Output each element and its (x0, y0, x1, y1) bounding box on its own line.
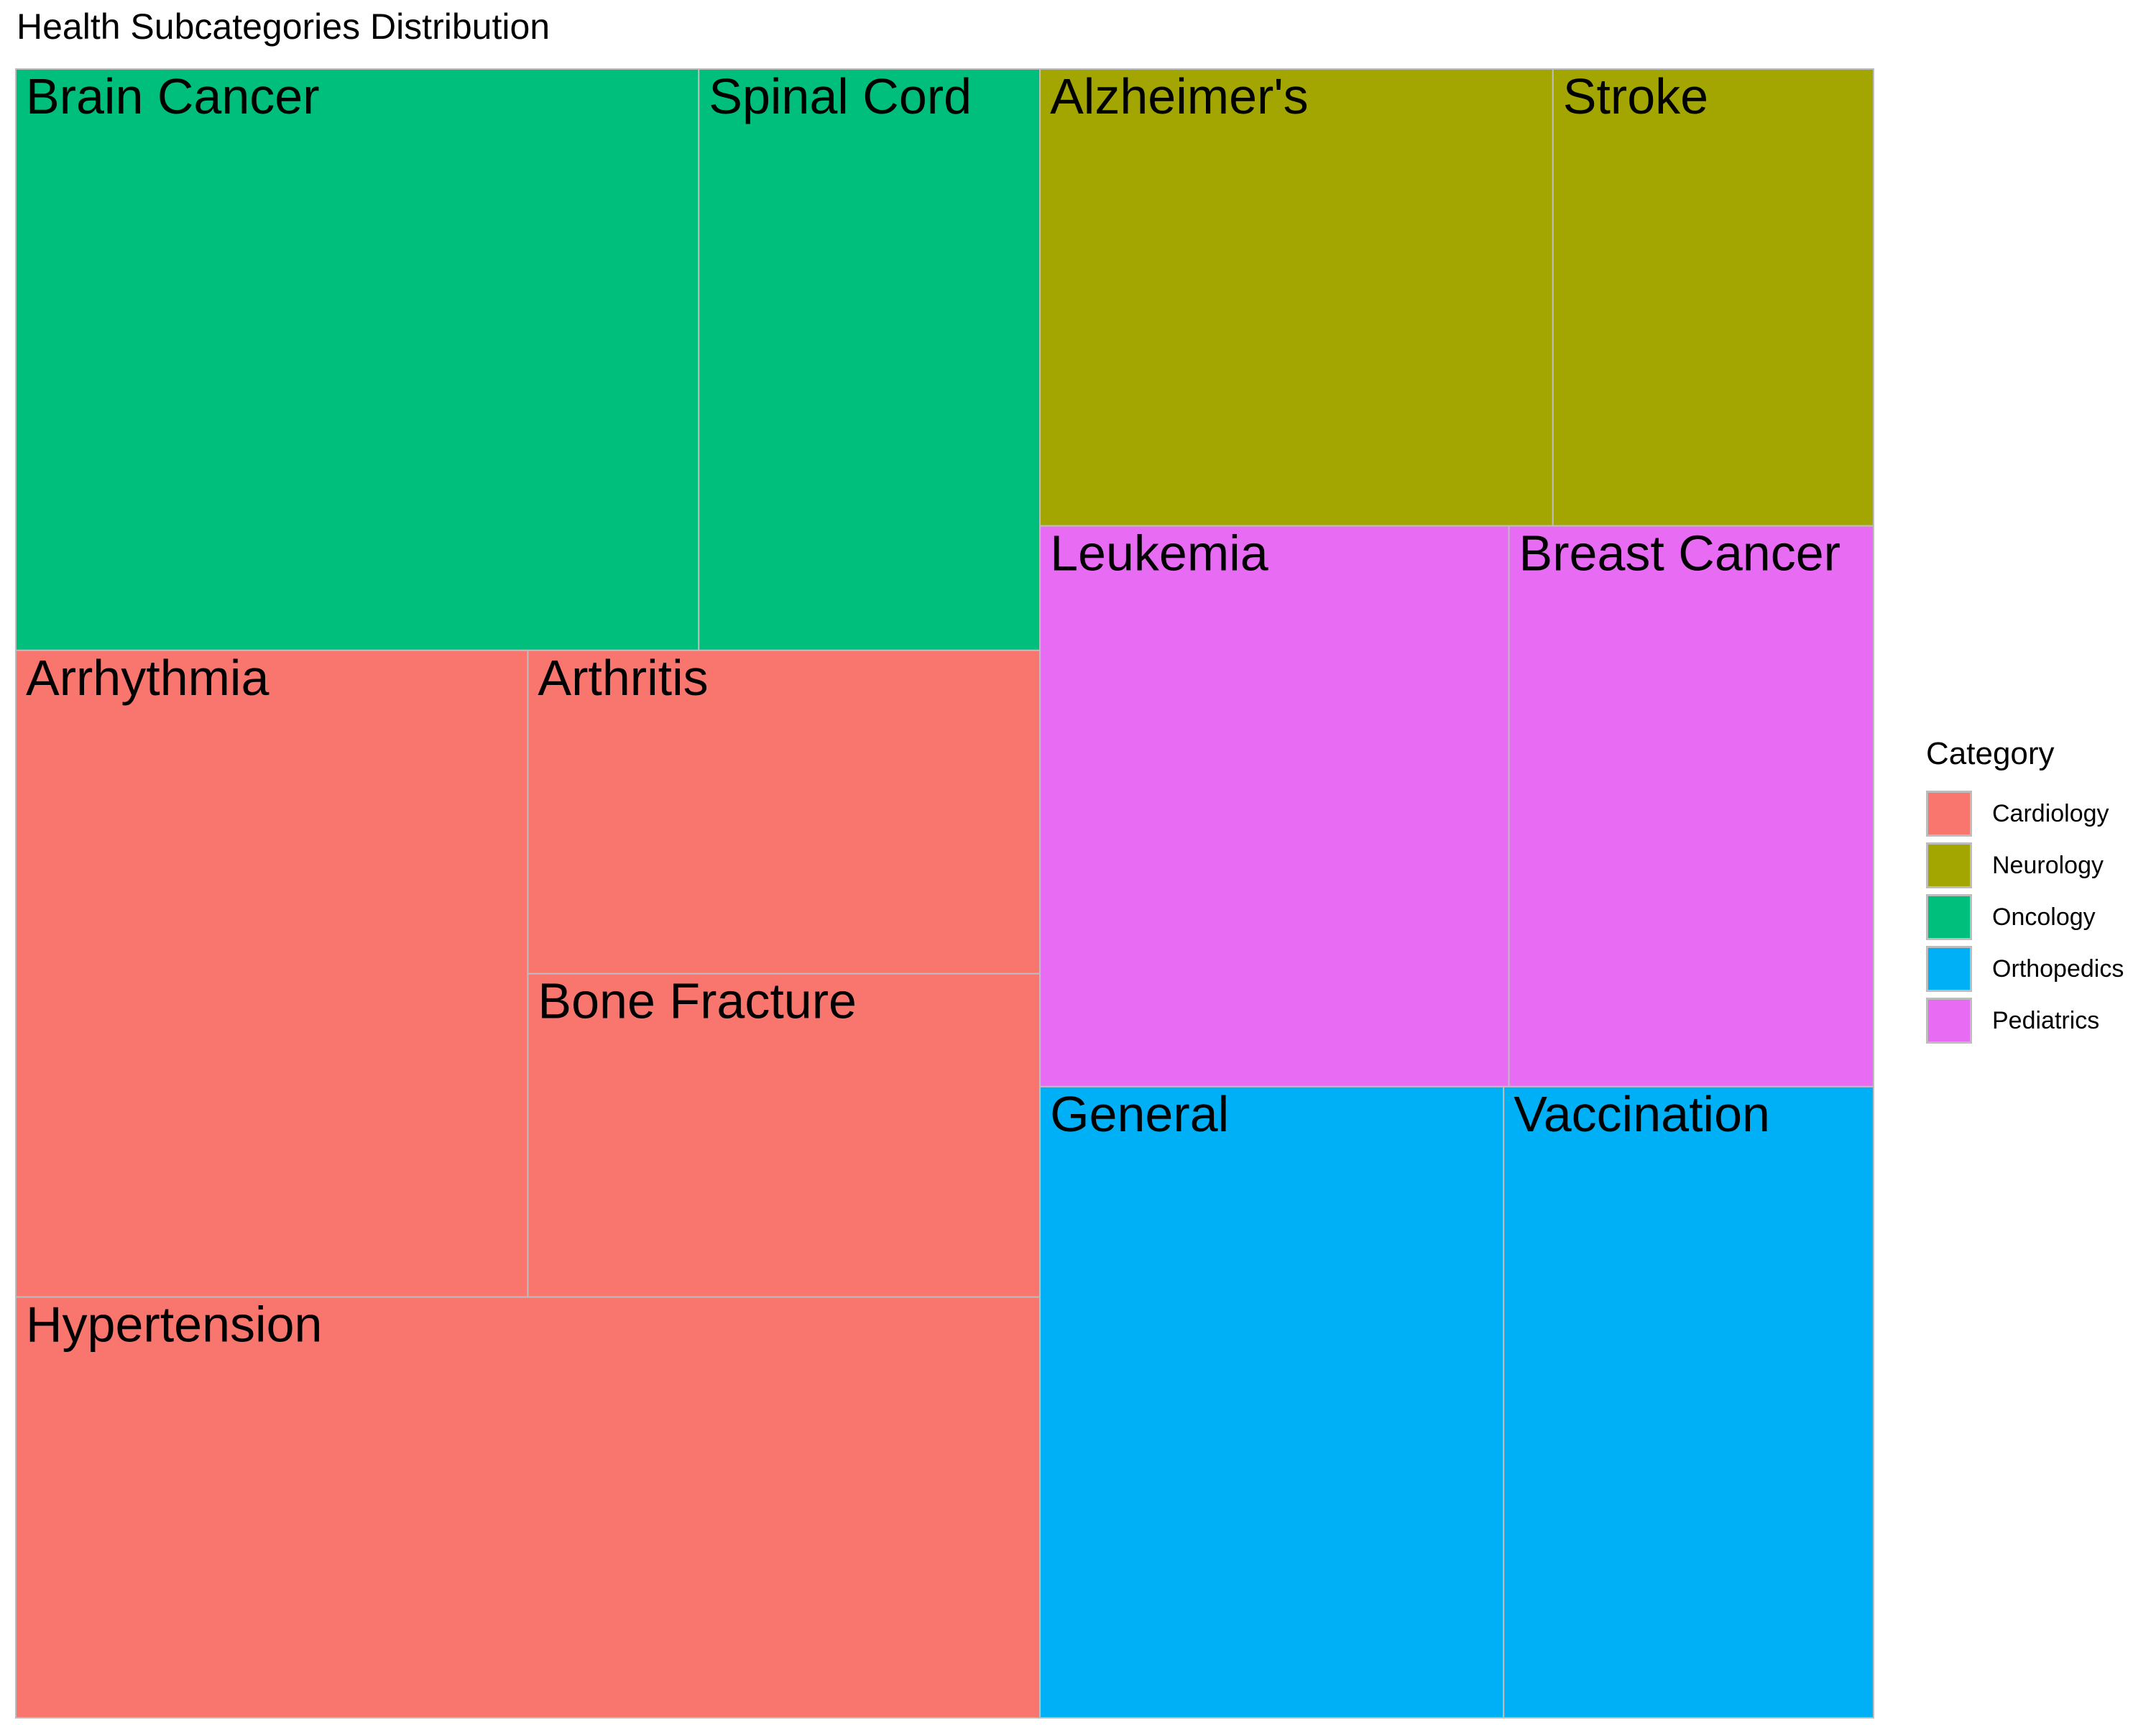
tile-label-stroke: Stroke (1563, 68, 1708, 124)
legend: Category Cardiology Neurology Oncology Orth… (1926, 736, 2124, 1046)
tile-rect-vaccination (1503, 1085, 1874, 1719)
tile-label-arthritis: Arthritis (538, 650, 708, 706)
tile-rect-general (1039, 1085, 1505, 1719)
tile-leukemia: Leukemia (1039, 525, 1510, 1087)
tile-label-general: General (1050, 1086, 1229, 1142)
legend-item-cardiology: Cardiology (1926, 788, 2124, 840)
legend-item-oncology: Oncology (1926, 891, 2124, 943)
tile-rect-stroke (1552, 68, 1875, 527)
legend-label-pediatrics: Pediatrics (1992, 1006, 2100, 1034)
tile-rect-spinal-cord (698, 68, 1041, 651)
legend-item-neurology: Neurology (1926, 840, 2124, 891)
legend-label-oncology: Oncology (1992, 903, 2096, 931)
tile-label-spinal-cord: Spinal Cord (709, 68, 972, 124)
tile-rect-leukemia (1039, 525, 1510, 1087)
tile-rect-brain-cancer (15, 68, 700, 651)
legend-key-cardiology (1926, 791, 1972, 837)
tile-brain-cancer: Brain Cancer (15, 68, 700, 651)
tile-alzheimer-s: Alzheimer's (1039, 68, 1554, 527)
tile-rect-arthritis (527, 649, 1041, 975)
tile-rect-alzheimer-s (1039, 68, 1554, 527)
tile-arrhythmia: Arrhythmia (15, 649, 529, 1298)
tile-label-leukemia: Leukemia (1050, 525, 1268, 581)
tile-label-hypertension: Hypertension (26, 1297, 322, 1353)
tile-label-alzheimer-s: Alzheimer's (1050, 68, 1309, 124)
legend-label-cardiology: Cardiology (1992, 799, 2109, 827)
tile-stroke: Stroke (1552, 68, 1875, 527)
legend-key-pediatrics (1926, 998, 1972, 1044)
tile-rect-hypertension (15, 1296, 1041, 1719)
legend-label-neurology: Neurology (1992, 851, 2104, 879)
tile-label-breast-cancer: Breast Cancer (1519, 525, 1841, 581)
tile-label-vaccination: Vaccination (1514, 1086, 1770, 1142)
chart-title: Health Subcategories Distribution (17, 6, 550, 47)
legend-key-orthopedics (1926, 946, 1972, 992)
tile-rect-bone-fracture (527, 972, 1041, 1298)
legend-item-orthopedics: Orthopedics (1926, 943, 2124, 995)
tile-vaccination: Vaccination (1503, 1085, 1874, 1719)
legend-item-pediatrics: Pediatrics (1926, 995, 2124, 1046)
legend-key-oncology (1926, 894, 1972, 940)
tile-spinal-cord: Spinal Cord (698, 68, 1041, 651)
legend-title: Category (1926, 736, 2055, 771)
tile-rect-arrhythmia (15, 649, 529, 1298)
legend-key-neurology (1926, 842, 1972, 888)
legend-items: Cardiology Neurology Oncology Orthopedics Pe… (1926, 788, 2124, 1046)
tile-arthritis: Arthritis (527, 649, 1041, 975)
tile-label-bone-fracture: Bone Fracture (538, 973, 857, 1029)
tile-breast-cancer: Breast Cancer (1508, 525, 1874, 1087)
tile-bone-fracture: Bone Fracture (527, 972, 1041, 1298)
tile-label-brain-cancer: Brain Cancer (26, 68, 320, 124)
tile-rect-breast-cancer (1508, 525, 1874, 1087)
tile-label-arrhythmia: Arrhythmia (26, 650, 269, 706)
tile-general: General (1039, 1085, 1505, 1719)
tile-hypertension: Hypertension (15, 1296, 1041, 1719)
legend-label-orthopedics: Orthopedics (1992, 954, 2124, 983)
